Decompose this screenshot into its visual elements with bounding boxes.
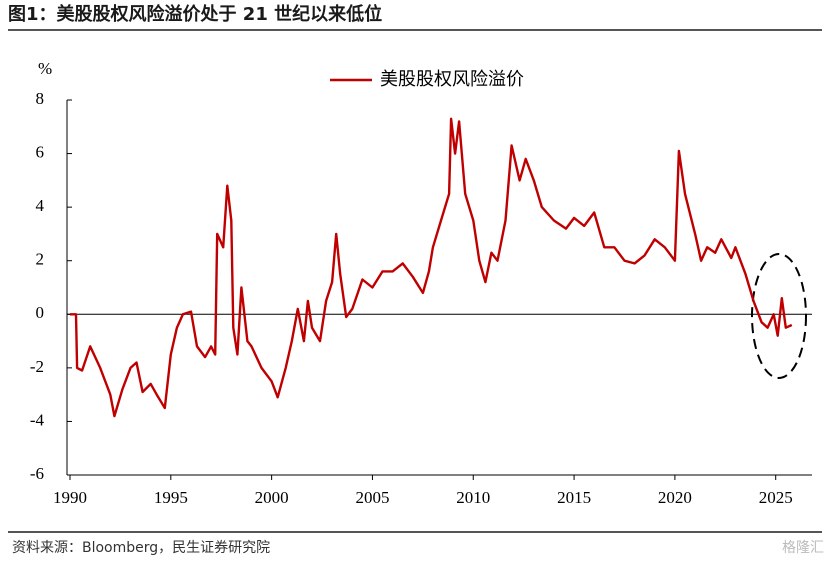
x-tick-label: 2025 xyxy=(759,488,793,507)
watermark: 格隆汇 xyxy=(782,540,824,556)
x-tick-label: 2005 xyxy=(355,488,389,507)
y-tick-label: 2 xyxy=(36,250,45,269)
x-tick-label: 1995 xyxy=(154,488,188,507)
y-tick-label: 0 xyxy=(36,303,45,322)
y-tick-label: 8 xyxy=(36,89,45,108)
y-tick-label: 4 xyxy=(36,196,45,215)
y-tick-label: -2 xyxy=(30,357,44,376)
highlight-ellipse xyxy=(751,253,807,379)
legend-label: 美股股权风险溢价 xyxy=(380,69,524,90)
line-series xyxy=(70,117,793,418)
y-tick-label: -6 xyxy=(30,464,44,483)
x-tick-label: 2010 xyxy=(456,488,490,507)
x-tick-label: 2020 xyxy=(658,488,692,507)
y-axis-label: % xyxy=(38,59,52,78)
y-tick-label: 6 xyxy=(36,142,45,161)
x-tick-label: 2000 xyxy=(255,488,289,507)
x-tick-label: 2015 xyxy=(557,488,591,507)
x-tick-label: 1990 xyxy=(53,488,87,507)
y-tick-label: -4 xyxy=(30,410,45,429)
chart-title: 图1：美股股权风险溢价处于 21 世纪以来低位 xyxy=(8,3,382,25)
source: 资料来源：Bloomberg，民生证券研究院 xyxy=(12,540,270,556)
